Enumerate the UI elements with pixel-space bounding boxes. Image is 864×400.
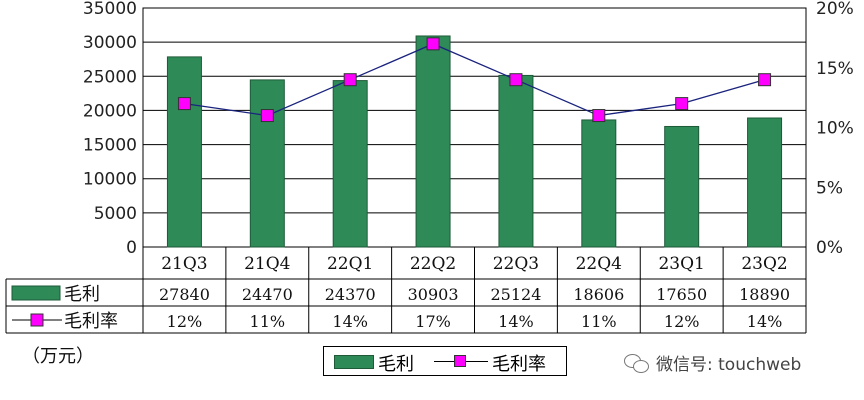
x-tick-label: 21Q3: [161, 254, 207, 274]
y-right-tick: 0%: [816, 238, 843, 258]
table-value: 25124: [490, 285, 541, 304]
bar: [581, 119, 617, 248]
legend-marker-swatch: [454, 355, 466, 367]
legend-bar-swatch: [334, 355, 374, 369]
line-marker: [509, 73, 523, 87]
unit-label: （万元）: [22, 346, 94, 367]
legend-label-bar: 毛利: [378, 354, 414, 375]
table-value: 24470: [242, 285, 293, 304]
bar: [415, 35, 451, 248]
x-tick-label: 21Q4: [244, 254, 290, 274]
wechat-icon: [624, 354, 650, 374]
table-value: 14%: [498, 312, 534, 331]
table-value: 11%: [581, 312, 617, 331]
table-value: 17%: [415, 312, 451, 331]
table-value: 11%: [250, 312, 286, 331]
y-right-tick: 10%: [816, 119, 854, 139]
bar: [166, 56, 202, 248]
table-value: 30903: [408, 285, 459, 304]
y-left-tick: 20000: [83, 101, 137, 121]
line-marker: [177, 97, 191, 111]
line-marker: [758, 73, 772, 87]
table-row-label: 毛利率: [64, 311, 118, 332]
x-tick-label: 22Q4: [576, 254, 622, 274]
x-tick-label: 22Q1: [327, 254, 373, 274]
x-tick-label: 23Q1: [658, 254, 704, 274]
table-row-label: 毛利: [64, 284, 100, 305]
table-value: 14%: [332, 312, 368, 331]
table-value: 14%: [747, 312, 783, 331]
y-left-tick: 25000: [83, 67, 137, 87]
line-marker: [592, 109, 606, 123]
y-left-tick: 5000: [94, 204, 137, 224]
x-tick-label: 22Q2: [410, 254, 456, 274]
y-left-tick: 30000: [83, 33, 137, 53]
y-right-tick: 5%: [816, 178, 843, 198]
line-marker: [260, 109, 274, 123]
line-marker: [343, 73, 357, 87]
y-left-tick: 0: [126, 238, 137, 258]
table-marker-swatch: [30, 313, 44, 327]
line-marker: [675, 97, 689, 111]
table-value: 12%: [167, 312, 203, 331]
x-tick-label: 22Q3: [493, 254, 539, 274]
bar: [664, 125, 700, 248]
line-marker: [426, 37, 440, 51]
table-bar-swatch: [11, 285, 61, 301]
bar: [332, 80, 368, 248]
table-value: 18606: [573, 285, 624, 304]
table-value: 18890: [739, 285, 790, 304]
y-left-tick: 15000: [83, 136, 137, 156]
y-left-tick: 35000: [83, 0, 137, 19]
watermark-text: 微信号: touchweb: [656, 355, 802, 375]
series-line: [184, 43, 765, 117]
legend-label-line: 毛利率: [492, 354, 546, 375]
table-value: 12%: [664, 312, 700, 331]
bar: [498, 74, 534, 248]
bar: [747, 117, 783, 248]
plot-frame: [142, 7, 807, 248]
y-right-tick: 15%: [816, 59, 854, 79]
watermark: 微信号: touchweb: [624, 350, 801, 375]
table-value: 27840: [159, 285, 210, 304]
legend: 毛利 毛利率: [323, 346, 567, 376]
y-right-tick: 20%: [816, 0, 854, 19]
bar: [249, 79, 285, 248]
y-left-tick: 10000: [83, 170, 137, 190]
x-tick-label: 23Q2: [741, 254, 787, 274]
table-value: 24370: [325, 285, 376, 304]
table-value: 17650: [656, 285, 707, 304]
